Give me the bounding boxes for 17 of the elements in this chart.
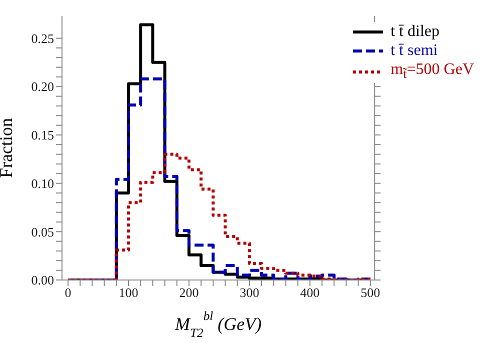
x-tick-label: 100 — [118, 285, 138, 300]
x-axis-title: M$_{T2}$$^{bl}$ (GeV) — [174, 309, 262, 340]
y-tick-label: 0.05 — [31, 224, 54, 240]
x-tick-label: 200 — [179, 285, 199, 300]
y-tick-label: 0.20 — [31, 79, 54, 94]
y-axis-title: Fraction — [0, 118, 16, 178]
legend-label: m$_{t̃}$=500 GeV — [390, 60, 474, 84]
y-tick-label: 0.15 — [31, 128, 54, 143]
x-tick-label: 0 — [64, 285, 72, 300]
y-tick-label: 0.25 — [31, 30, 54, 46]
y-tick-label: 0.00 — [31, 272, 54, 288]
x-tick-label: 300 — [240, 285, 260, 300]
x-tick-label: 400 — [300, 285, 320, 300]
legend-label: t t̄ semi — [390, 41, 438, 60]
x-tick-label: 500 — [360, 285, 380, 300]
legend-label: t t̄ dilep — [390, 22, 440, 41]
y-tick-label: 0.10 — [31, 176, 54, 191]
